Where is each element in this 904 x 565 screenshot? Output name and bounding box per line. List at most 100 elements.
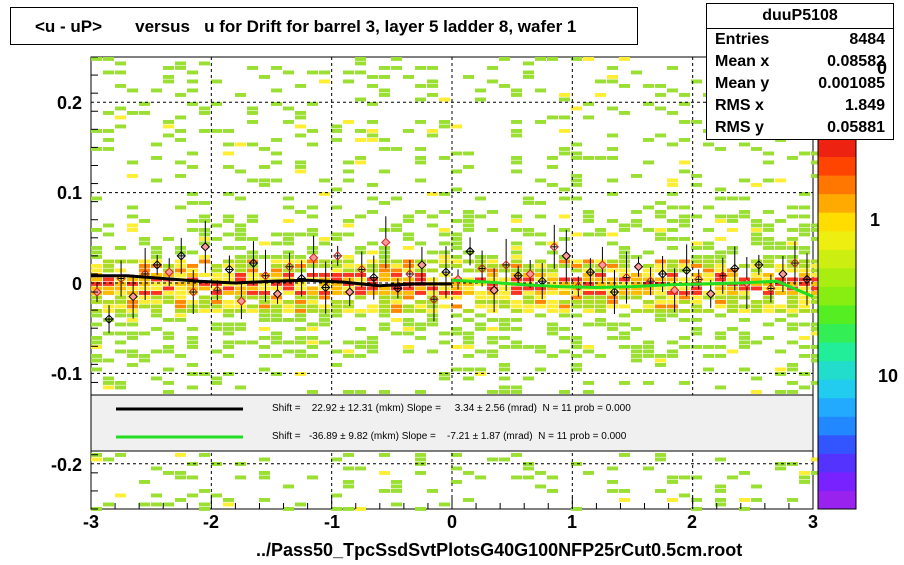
heatmap-cell	[151, 300, 162, 304]
heatmap-cell	[499, 390, 510, 394]
heatmap-cell	[547, 268, 558, 273]
heatmap-cell	[379, 277, 390, 282]
heatmap-cell	[595, 232, 606, 237]
heatmap-cell	[163, 79, 174, 84]
heatmap-cell	[271, 304, 282, 309]
heatmap-cell	[211, 277, 222, 282]
heatmap-cell	[307, 300, 318, 304]
profile-point	[621, 272, 632, 283]
heatmap-cell	[271, 88, 282, 93]
color-bar-segment	[818, 323, 856, 343]
heatmap-cell	[511, 453, 522, 457]
heatmap-cell	[631, 70, 642, 75]
heatmap-cell	[667, 268, 678, 273]
heatmap-cell	[271, 318, 282, 322]
heatmap-cell	[643, 340, 654, 345]
heatmap-cell	[379, 291, 390, 295]
heatmap-cell	[319, 70, 330, 75]
heatmap-cell	[799, 345, 810, 349]
heatmap-cell	[679, 475, 690, 480]
heatmap-cell	[691, 327, 702, 331]
heatmap-cell	[391, 147, 402, 151]
heatmap-cell	[439, 192, 450, 196]
heatmap-cell	[463, 291, 474, 295]
heatmap-cell	[403, 304, 414, 309]
heatmap-cell	[691, 309, 702, 313]
heatmap-cell	[307, 102, 318, 106]
heatmap-cell	[715, 331, 726, 336]
heatmap-cell	[295, 268, 306, 273]
heatmap-cell	[103, 318, 114, 322]
heatmap-cell	[355, 273, 366, 277]
heatmap-cell	[523, 196, 534, 201]
heatmap-cell	[523, 228, 534, 232]
heatmap-cell	[271, 286, 282, 291]
heatmap-cell	[655, 453, 666, 457]
heatmap-cell	[187, 493, 198, 498]
heatmap-cell	[787, 462, 798, 466]
heatmap-cell	[763, 291, 774, 295]
heatmap-cell	[715, 457, 726, 462]
heatmap-cell	[319, 178, 330, 183]
heatmap-cell	[727, 219, 738, 223]
heatmap-cell	[355, 309, 366, 313]
heatmap-cell	[331, 507, 342, 511]
heatmap-cell	[343, 309, 354, 313]
heatmap-cell	[355, 57, 366, 61]
color-bar-segment	[818, 249, 856, 269]
heatmap-cell	[307, 129, 318, 133]
heatmap-cell	[91, 345, 102, 349]
heatmap-cell	[211, 286, 222, 291]
heatmap-cell	[451, 304, 462, 309]
heatmap-cell	[343, 169, 354, 174]
heatmap-cell	[235, 322, 246, 327]
heatmap-cell	[499, 363, 510, 367]
heatmap-cell	[379, 228, 390, 232]
fit-text-green: Shift = -36.89 ± 9.82 (mkm) Slope = -7.2…	[272, 431, 627, 442]
profile-point	[393, 283, 403, 294]
heatmap-cell	[607, 489, 618, 493]
heatmap-cell	[511, 475, 522, 480]
heatmap-cell	[307, 250, 318, 255]
heatmap-cell	[787, 309, 798, 313]
heatmap-cell	[451, 241, 462, 246]
heatmap-cell	[487, 318, 498, 322]
heatmap-cell	[799, 214, 810, 219]
heatmap-cell	[331, 457, 342, 462]
heatmap-cell	[811, 273, 822, 277]
heatmap-cell	[559, 313, 570, 318]
heatmap-cell	[631, 255, 642, 259]
heatmap-cell	[775, 255, 786, 259]
heatmap-cell	[355, 138, 366, 142]
heatmap-cell	[727, 349, 738, 354]
color-bar-segment	[818, 138, 856, 158]
heatmap-cell	[247, 66, 258, 70]
heatmap-cell	[187, 372, 198, 376]
heatmap-cell	[679, 309, 690, 313]
heatmap-cell	[451, 286, 462, 291]
heatmap-cell	[391, 484, 402, 489]
heatmap-cell	[391, 291, 402, 295]
heatmap-cell	[103, 232, 114, 237]
heatmap-cell	[223, 309, 234, 313]
heatmap-cell	[127, 309, 138, 313]
heatmap-cell	[331, 232, 342, 237]
heatmap-cell	[511, 300, 522, 304]
heatmap-cell	[427, 277, 438, 282]
heatmap-cell	[715, 273, 726, 277]
heatmap-cell	[343, 277, 354, 282]
heatmap-cell	[343, 259, 354, 264]
heatmap-cell	[715, 147, 726, 151]
heatmap-cell	[655, 133, 666, 138]
heatmap-cell	[163, 286, 174, 291]
heatmap-cell	[295, 259, 306, 264]
heatmap-cell	[643, 102, 654, 106]
heatmap-cell	[307, 273, 318, 277]
heatmap-cell	[403, 237, 414, 241]
heatmap-cell	[187, 327, 198, 331]
heatmap-cell	[499, 286, 510, 291]
heatmap-cell	[751, 228, 762, 232]
heatmap-cell	[223, 313, 234, 318]
heatmap-cell	[595, 304, 606, 309]
heatmap-cell	[571, 142, 582, 147]
